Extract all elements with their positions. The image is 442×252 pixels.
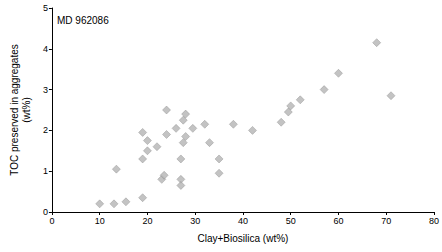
- svg-text:4: 4: [43, 44, 48, 54]
- svg-text:20: 20: [142, 216, 152, 226]
- svg-text:60: 60: [333, 216, 343, 226]
- svg-text:3: 3: [43, 85, 48, 95]
- svg-text:50: 50: [286, 216, 296, 226]
- svg-text:5: 5: [43, 3, 48, 13]
- svg-text:2: 2: [43, 125, 48, 135]
- svg-text:0: 0: [43, 207, 48, 217]
- svg-text:10: 10: [95, 216, 105, 226]
- svg-text:Clay+Biosilica (wt%): Clay+Biosilica (wt%): [198, 233, 289, 244]
- svg-text:30: 30: [190, 216, 200, 226]
- svg-text:80: 80: [429, 216, 439, 226]
- svg-text:0: 0: [49, 216, 54, 226]
- svg-text:40: 40: [238, 216, 248, 226]
- svg-text:MD 962086: MD 962086: [57, 15, 109, 26]
- svg-text:(wt%): (wt%): [21, 97, 32, 123]
- svg-text:TOC preserved in aggregates: TOC preserved in aggregates: [9, 44, 20, 176]
- svg-text:70: 70: [381, 216, 391, 226]
- svg-text:1: 1: [43, 166, 48, 176]
